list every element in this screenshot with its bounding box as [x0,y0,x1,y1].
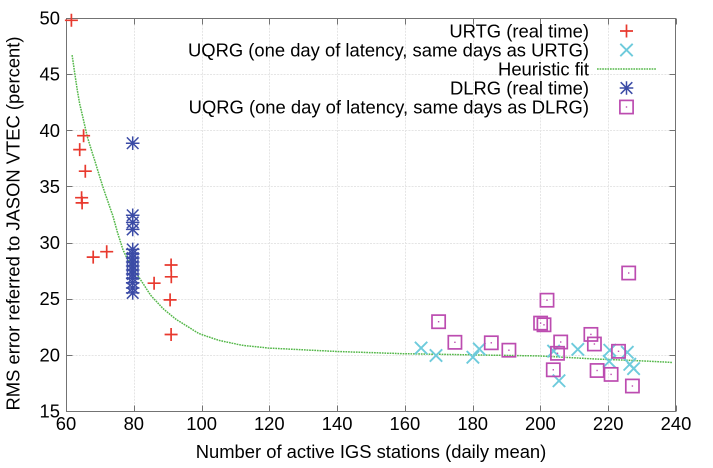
svg-text:Number of active IGS stations: Number of active IGS stations (daily mea… [196,441,547,462]
svg-text:50: 50 [40,8,60,29]
svg-text:UQRG (one day of latency, same: UQRG (one day of latency, same days as U… [188,39,589,60]
svg-text:240: 240 [661,413,692,434]
svg-text:120: 120 [254,413,285,434]
svg-text:60: 60 [56,413,76,434]
svg-text:URTG (real time): URTG (real time) [449,20,589,41]
svg-text:45: 45 [40,64,60,85]
svg-text:160: 160 [390,413,421,434]
svg-text:200: 200 [525,413,556,434]
svg-text:180: 180 [457,413,488,434]
svg-text:80: 80 [124,413,144,434]
svg-text:30: 30 [40,232,60,253]
svg-text:Heuristic fit: Heuristic fit [498,58,589,79]
svg-text:40: 40 [40,120,60,141]
svg-text:220: 220 [593,413,624,434]
svg-text:UQRG (one day of latency, same: UQRG (one day of latency, same days as D… [189,96,589,117]
svg-text:100: 100 [186,413,217,434]
svg-text:140: 140 [322,413,353,434]
svg-text:25: 25 [40,288,60,309]
svg-text:15: 15 [40,401,60,422]
svg-text:RMS error referred to JASON VT: RMS error referred to JASON VTEC (percen… [3,36,24,410]
svg-text:20: 20 [40,344,60,365]
svg-text:35: 35 [40,176,60,197]
svg-text:DLRG (real time): DLRG (real time) [450,77,589,98]
